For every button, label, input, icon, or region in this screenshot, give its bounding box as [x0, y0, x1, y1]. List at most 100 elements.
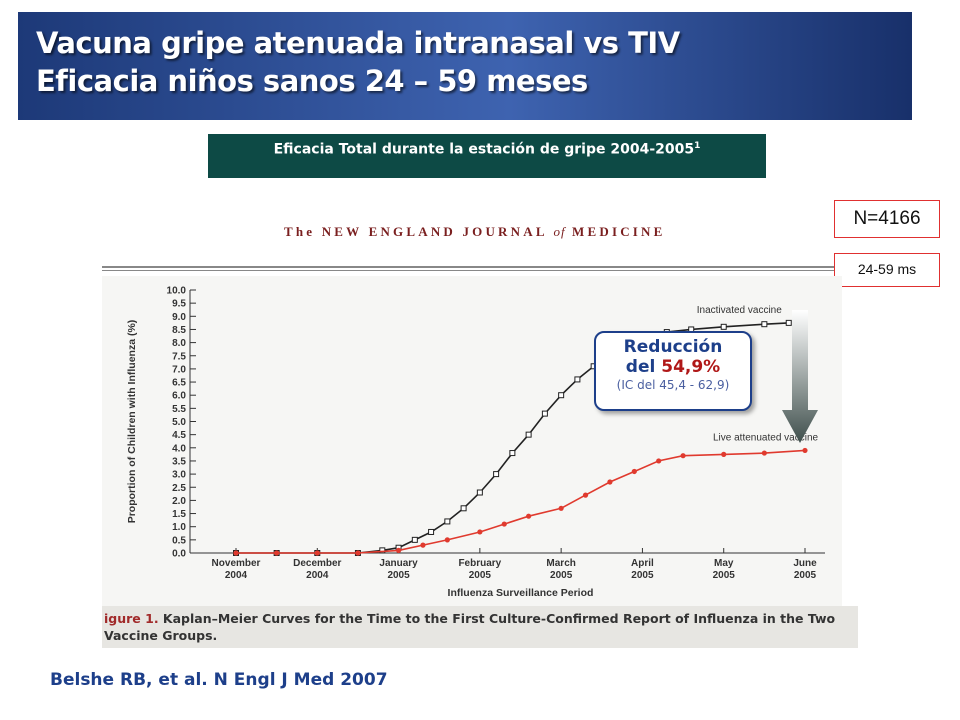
y-tick-label: 4.0 [172, 443, 186, 454]
data-point-live [680, 453, 686, 459]
x-tick-label-year: 2005 [713, 570, 736, 581]
x-tick-label-year: 2005 [469, 570, 492, 581]
data-point-inactivated [379, 547, 386, 554]
data-point-live [233, 550, 239, 556]
data-point-live [477, 529, 483, 535]
reduction-callout: Reducción del 54,9% (IC del 45,4 - 62,9) [594, 331, 752, 411]
y-tick-label: 2.5 [172, 483, 186, 494]
y-tick-label: 3.0 [172, 470, 186, 481]
y-tick-label: 8.5 [172, 325, 186, 336]
data-point-live [314, 550, 320, 556]
data-point-inactivated [509, 450, 516, 457]
y-tick-label: 4.5 [172, 430, 186, 441]
x-tick-label-month: June [793, 558, 817, 569]
data-point-inactivated [761, 321, 768, 328]
callout-value-line: del 54,9% [596, 357, 750, 377]
y-tick-label: 6.5 [172, 378, 186, 389]
y-tick-label: 2.0 [172, 496, 186, 507]
data-point-live [721, 451, 727, 457]
data-point-live [355, 550, 361, 556]
data-point-live [607, 479, 613, 485]
journal-header-b: MEDICINE [572, 224, 666, 239]
data-point-inactivated [785, 319, 792, 326]
data-point-live [444, 537, 450, 543]
title-bar: Vacuna gripe atenuada intranasal vs TIV … [18, 12, 912, 120]
y-axis-label: Proportion of Children with Influenza (%… [126, 320, 138, 524]
x-axis-label: Influenza Surveillance Period [448, 587, 594, 599]
data-point-live [420, 542, 426, 548]
data-point-live [631, 468, 637, 475]
y-tick-label: 0.0 [172, 549, 186, 560]
y-tick-label: 3.5 [172, 456, 186, 467]
citation: Belshe RB, et al. N Engl J Med 2007 [50, 670, 388, 690]
data-point-inactivated [476, 489, 483, 496]
data-point-inactivated [525, 431, 532, 438]
subtitle-text: Eficacia Total durante la estación de gr… [273, 141, 695, 158]
slide-title-line2: Eficacia niños sanos 24 – 59 meses [36, 64, 588, 98]
y-tick-label: 0.5 [172, 535, 186, 546]
data-point-inactivated [541, 410, 548, 417]
x-tick-label-month: March [546, 558, 575, 569]
data-point-inactivated [493, 471, 500, 478]
x-tick-label-year: 2004 [225, 570, 248, 581]
sample-size-box: N=4166 [834, 200, 940, 238]
y-tick-label: 8.0 [172, 338, 186, 349]
series-label: Inactivated vaccine [697, 305, 782, 316]
data-point-live [501, 521, 507, 527]
data-point-live [761, 450, 767, 456]
y-tick-label: 5.5 [172, 404, 186, 415]
slide-title-line1: Vacuna gripe atenuada intranasal vs TIV [36, 26, 680, 60]
data-point-live [582, 492, 589, 498]
x-tick-label-year: 2005 [794, 570, 817, 581]
journal-header-of: of [553, 224, 566, 239]
x-tick-label-year: 2005 [387, 570, 410, 581]
header-rule-thin [102, 270, 940, 271]
journal-header-a: The NEW ENGLAND JOURNAL [284, 224, 547, 239]
callout-prefix: del [625, 357, 662, 377]
kaplan-meier-chart: 0.0 0.5 1.0 1.5 2.0 2.5 3.0 3.5 4.0 4.5 5.0 5.5 6.0 6… [126, 286, 825, 599]
x-tick-label-month: January [379, 558, 418, 569]
data-point-live [656, 458, 662, 464]
subtitle-box: Eficacia Total durante la estación de gr… [208, 134, 766, 178]
callout-percentage: 54,9% [661, 357, 721, 377]
data-point-inactivated [428, 528, 435, 535]
y-tick-label: 6.0 [172, 391, 186, 402]
y-tick-label: 1.5 [172, 509, 186, 520]
caption-text: Kaplan–Meier Curves for the Time to the … [104, 611, 836, 643]
callout-ci: (IC del 45,4 - 62,9) [616, 378, 730, 392]
data-point-inactivated [720, 323, 727, 330]
data-point-live [526, 513, 532, 519]
series-line [236, 449, 806, 554]
x-tick-label-month: May [714, 558, 734, 569]
data-point-inactivated [411, 536, 418, 543]
y-tick-label: 5.0 [172, 417, 186, 428]
y-tick-label: 7.0 [172, 364, 186, 375]
data-point-live [274, 550, 280, 556]
x-tick-label-month: December [293, 558, 341, 569]
y-tick-label: 7.5 [172, 351, 186, 362]
data-point-live [558, 505, 564, 511]
caption-label: igure 1. [104, 611, 159, 626]
data-point-inactivated [558, 392, 565, 399]
y-tick-label: 1.0 [172, 522, 186, 533]
x-tick-label-month: February [458, 558, 501, 569]
age-range-box: 24-59 ms [834, 253, 940, 287]
figure-caption: igure 1. Kaplan–Meier Curves for the Tim… [102, 606, 858, 648]
y-tick-label: 10.0 [167, 286, 187, 297]
journal-header: The NEW ENGLAND JOURNAL of MEDICINE [284, 224, 684, 240]
data-point-live [802, 447, 808, 454]
data-point-live [395, 547, 402, 553]
subtitle-footnote: 1 [694, 141, 701, 151]
x-tick-label-year: 2004 [306, 570, 329, 581]
data-point-inactivated [444, 518, 451, 525]
y-tick-label: 9.5 [172, 299, 186, 310]
data-point-inactivated [460, 505, 467, 512]
x-tick-label-year: 2005 [631, 570, 654, 581]
callout-heading: Reducción [623, 337, 723, 357]
x-tick-label-month: November [212, 558, 261, 569]
series-label: Live attenuated vaccine [713, 432, 819, 443]
y-tick-label: 9.0 [172, 312, 186, 323]
x-tick-label-year: 2005 [550, 570, 573, 581]
down-arrow-icon [782, 310, 818, 443]
data-point-inactivated [574, 376, 581, 383]
